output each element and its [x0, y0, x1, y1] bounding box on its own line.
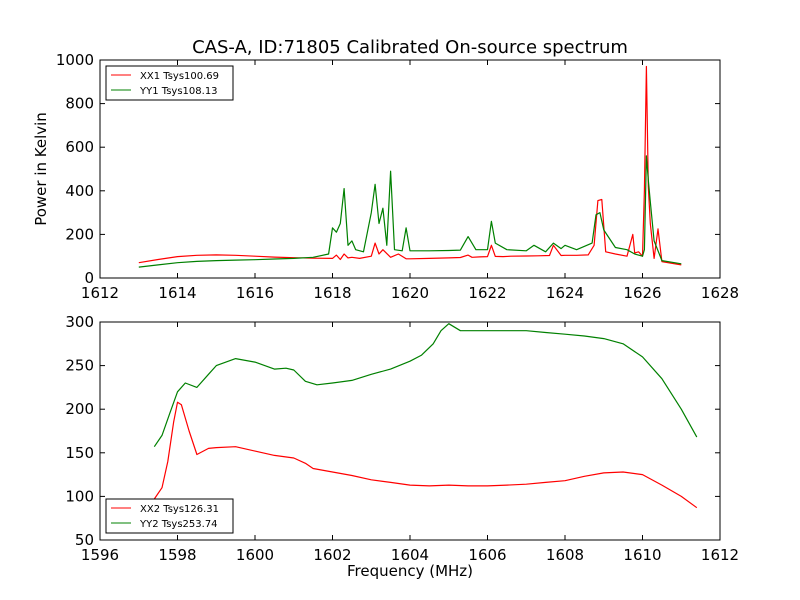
top-chart-ylabel: Power in Kelvin [32, 112, 50, 226]
bottom-xtick-label: 1608 [546, 546, 584, 564]
bottom-xtick-label: 1598 [158, 546, 196, 564]
top-xtick-label: 1628 [701, 284, 739, 302]
top-legend-box [105, 65, 234, 101]
bottom-xtick-label: 1602 [313, 546, 351, 564]
bottom-ytick-label: 100 [65, 487, 94, 505]
top-plot-area [138, 65, 682, 268]
top-xtick-label: 1624 [546, 284, 584, 302]
bottom-legend: XX2 Tsys126.31 YY2 Tsys253.74 [105, 498, 234, 534]
top-xtick-label: 1626 [623, 284, 661, 302]
bottom-ytick-label: 150 [65, 444, 94, 462]
bottom-series-line-0 [153, 401, 698, 509]
top-xtick-label: 1614 [158, 284, 196, 302]
top-xtick-label: 1620 [391, 284, 429, 302]
top-ytick-label: 600 [65, 138, 94, 156]
bottom-xtick-label: 1606 [468, 546, 506, 564]
bottom-legend-label-xx2: XX2 Tsys126.31 [140, 504, 219, 515]
bottom-xtick-label: 1596 [81, 546, 119, 564]
bottom-ytick-label: 250 [65, 357, 94, 375]
top-series-line-0 [138, 65, 682, 266]
top-ytick-label: 400 [65, 182, 94, 200]
bottom-chart-xlabel: Frequency (MHz) [347, 562, 473, 580]
bottom-ytick-label: 200 [65, 400, 94, 418]
bottom-legend-label-yy2: YY2 Tsys253.74 [139, 519, 218, 530]
bottom-xtick-label: 1604 [391, 546, 429, 564]
top-xtick-label: 1622 [468, 284, 506, 302]
top-xtick-label: 1616 [236, 284, 274, 302]
top-ytick-label: 800 [65, 95, 94, 113]
top-legend-label-xx1: XX1 Tsys100.69 [140, 71, 219, 82]
bottom-series-line-1 [153, 323, 698, 448]
top-chart: CAS-A, ID:71805 Calibrated On-source spe… [32, 37, 739, 302]
top-legend: XX1 Tsys100.69 YY1 Tsys108.13 [105, 65, 234, 101]
top-legend-label-yy1: YY1 Tsys108.13 [139, 86, 218, 97]
bottom-xtick-label: 1600 [236, 546, 274, 564]
bottom-axis-ticks: 1596 1598 1600 1602 1604 1606 1608 1610 1612 50 10… [65, 313, 739, 564]
bottom-ytick-label: 50 [75, 531, 94, 549]
bottom-legend-box [105, 498, 234, 534]
top-axis-ticks: 1612 1614 1616 1618 1620 1622 1624 1626 1628 0 200… [56, 51, 739, 302]
bottom-ytick-label: 300 [65, 313, 94, 331]
top-xtick-label: 1612 [81, 284, 119, 302]
bottom-xtick-label: 1610 [623, 546, 661, 564]
top-ytick-label: 1000 [56, 51, 94, 69]
bottom-xtick-label: 1612 [701, 546, 739, 564]
bottom-plot-area [153, 323, 698, 509]
top-ytick-label: 0 [84, 269, 94, 287]
top-xtick-label: 1618 [313, 284, 351, 302]
top-chart-title: CAS-A, ID:71805 Calibrated On-source spe… [192, 37, 628, 58]
bottom-chart: Frequency (MHz) 1596 1598 1600 1602 1604 1606… [65, 313, 739, 580]
top-ytick-label: 200 [65, 225, 94, 243]
top-series-line-1 [138, 155, 682, 268]
